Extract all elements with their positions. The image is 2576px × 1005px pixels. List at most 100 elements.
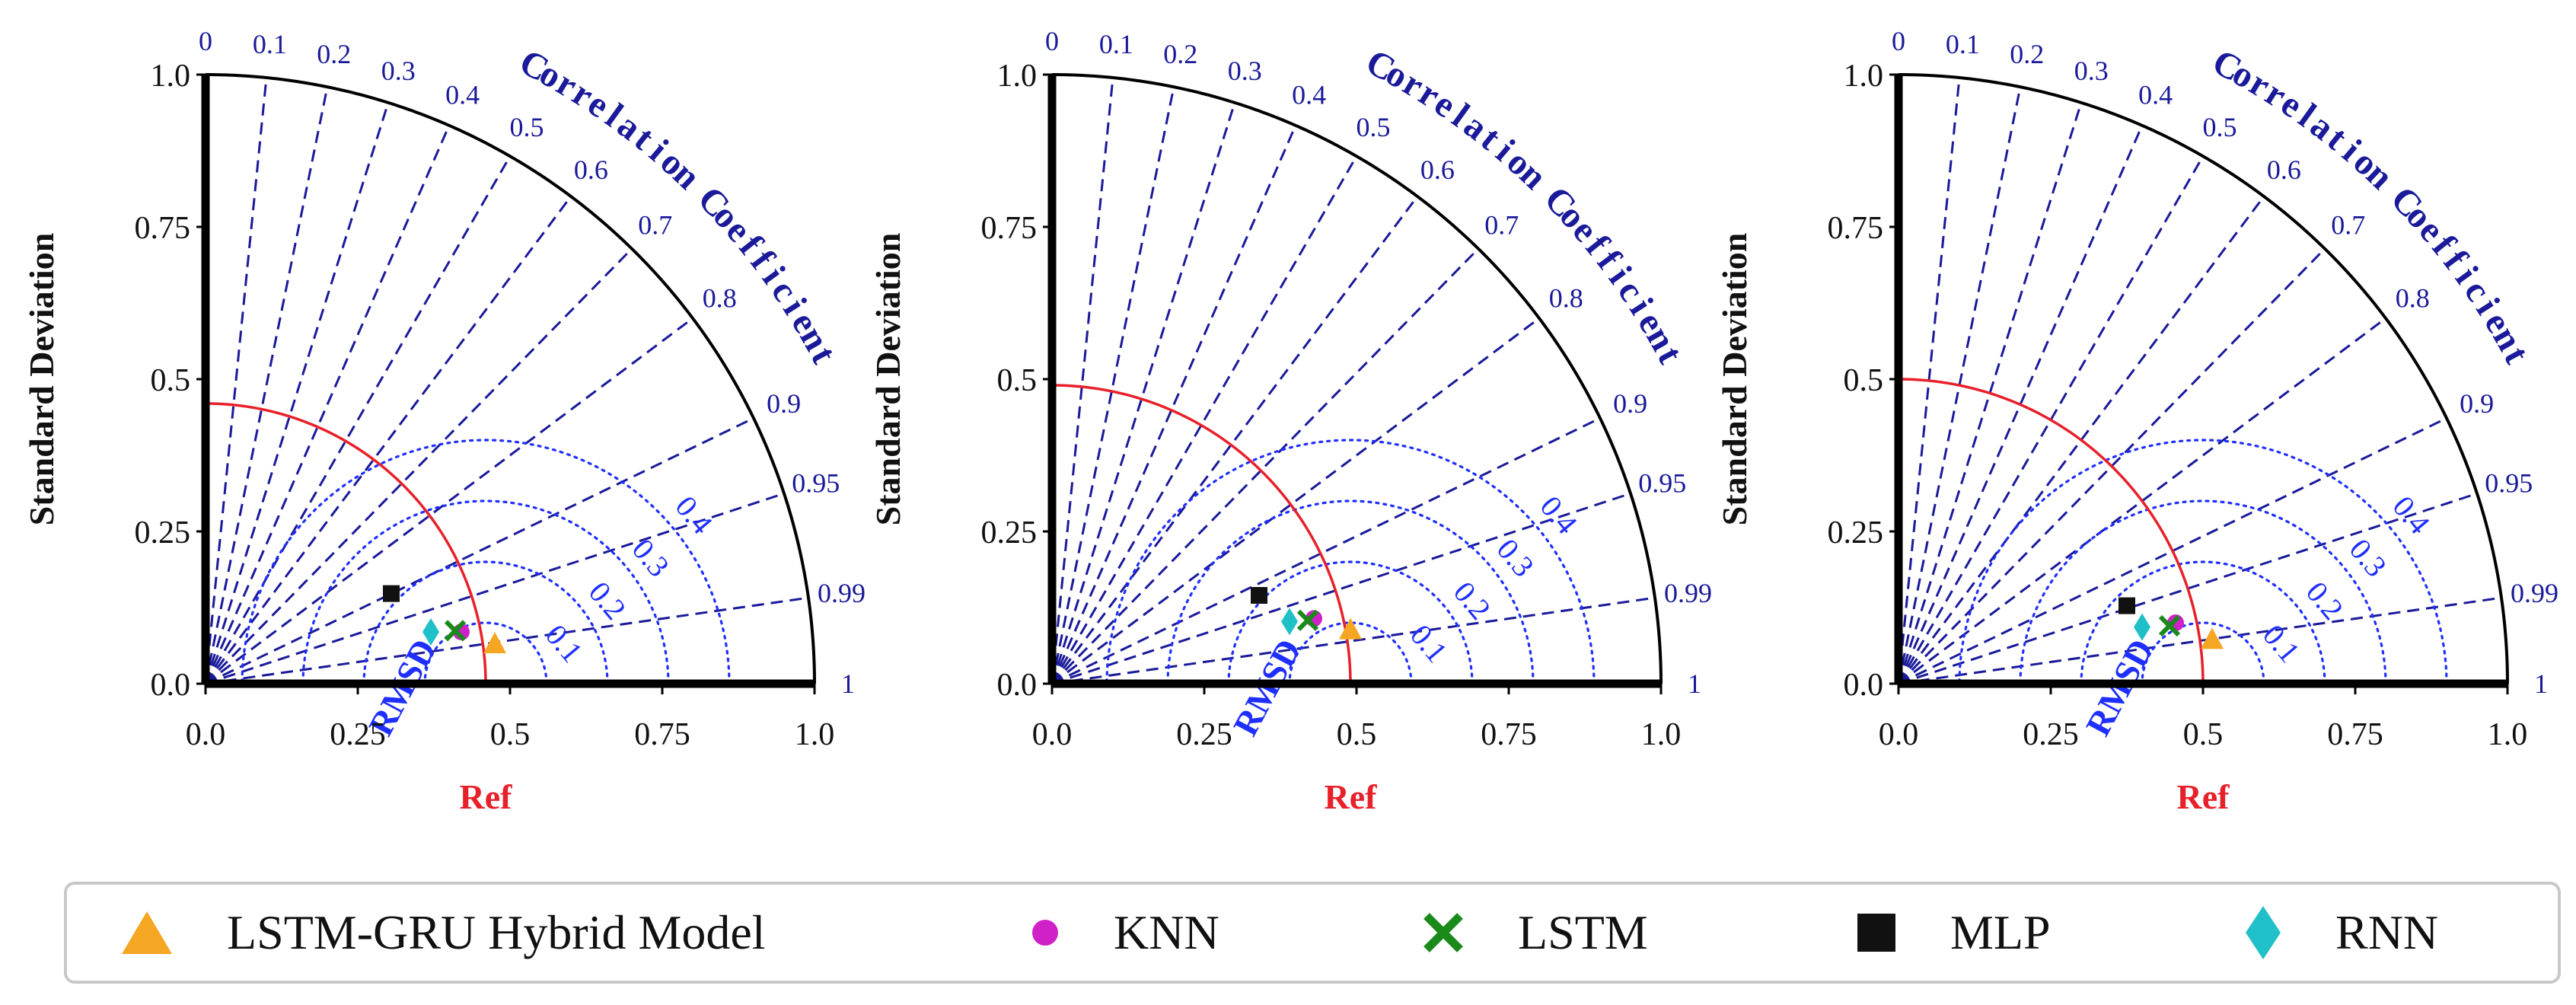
correlation-line [205, 492, 785, 685]
x-tick-label: 0.25 [2023, 717, 2079, 752]
correlation-line [204, 86, 329, 684]
correlation-tick-label: 1 [1688, 668, 1701, 699]
x-tick-label: 0.0 [186, 717, 226, 752]
x-axis-label: Ref [1325, 777, 1378, 816]
rmsd-arc [1227, 560, 1474, 685]
rmsd-arc [2141, 621, 2265, 685]
correlation-tick-label: 0.1 [1099, 29, 1133, 59]
correlation-tick-label: 0.1 [253, 29, 287, 59]
correlation-tick-label: 1 [841, 668, 855, 699]
correlation-line [204, 196, 572, 684]
y-axis-label: Standard Deviation [1715, 233, 1754, 526]
correlation-line [1050, 247, 1480, 685]
correlation-tick-label: 0.5 [1357, 112, 1391, 142]
correlation-tick-label: 1 [2534, 668, 2548, 699]
y-tick-label: 0.5 [1844, 363, 1884, 398]
correlation-tick-label: 0.95 [792, 467, 840, 498]
x-tick-label: 0.0 [1032, 717, 1073, 752]
correlation-line [1050, 125, 1297, 684]
correlation-tick-label: 0.2 [2010, 39, 2044, 69]
correlation-line [1051, 416, 1601, 685]
triangle-marker-icon [122, 911, 172, 954]
correlation-tick-label: 0.7 [1484, 209, 1519, 240]
x-tick-label: 1.0 [2488, 717, 2528, 752]
rmsd-arc [2080, 560, 2326, 685]
correlation-tick-label: 0.4 [445, 79, 480, 110]
taylor-panel-2: 0.10.20.30.4RMSD0.00.00.250.250.50.50.75… [869, 26, 1712, 816]
legend-item-rnn: RNN [2244, 885, 2438, 981]
diamond-marker-icon [2246, 906, 2281, 959]
point-lstm [444, 620, 467, 642]
x-tick-label: 1.0 [795, 717, 835, 752]
x-tick-label: 0.75 [1481, 717, 1537, 752]
y-tick-label: 1.0 [151, 59, 191, 94]
y-axis-label: Standard Deviation [869, 233, 907, 526]
rmsd-arc [241, 439, 731, 685]
correlation-tick-label: 0.8 [1549, 283, 1583, 314]
y-tick-label: 0.5 [151, 363, 191, 398]
point-lstm-gru-hybrid-model [2201, 627, 2224, 649]
y-tick-label: 1.0 [997, 59, 1038, 94]
rmsd-arc [1105, 439, 1596, 685]
correlation-line [1050, 102, 1236, 684]
outer-arc [205, 73, 816, 684]
correlation-tick-label: 0.2 [1163, 39, 1197, 69]
correlation-tick-label: 0.4 [2138, 79, 2173, 110]
point-lstm-gru-hybrid-model [1339, 617, 1362, 640]
legend-item-knn: KNN [1030, 885, 1219, 981]
legend-label: MLP [1950, 905, 2051, 959]
y-axis-label: Standard Deviation [22, 233, 61, 526]
y-tick-label: 1.0 [1844, 59, 1884, 94]
rmsd-tick-label: 0.1 [1404, 617, 1455, 668]
correlation-line [1051, 317, 1540, 685]
y-tick-label: 0.75 [135, 211, 191, 246]
rmsd-arc [362, 560, 609, 685]
correlation-line [1050, 77, 1114, 684]
legend-label: LSTM [1518, 905, 1648, 959]
correlation-tick-label: 0.6 [2267, 155, 2301, 185]
outer-arc [1898, 73, 2509, 684]
x-tick-label: 0.5 [2183, 717, 2224, 752]
square-marker-icon [1857, 914, 1895, 952]
point-rnn [422, 618, 439, 646]
y-tick-label: 0.25 [1828, 515, 1884, 550]
y-tick-label: 0.25 [981, 515, 1038, 550]
point-rnn [2134, 613, 2150, 641]
correlation-tick-label: 0.99 [2511, 578, 2558, 608]
outer-arc [1051, 73, 1663, 684]
correlation-line [1051, 596, 1656, 685]
correlation-tick-label: 0.5 [2203, 112, 2237, 142]
correlation-tick-label: 0.7 [2331, 209, 2365, 240]
correlation-line [1050, 86, 1175, 684]
correlation-line [1051, 492, 1631, 685]
correlation-tick-label: 0.8 [2396, 283, 2430, 314]
correlation-tick-label: 0.8 [703, 283, 737, 314]
point-rnn [1281, 608, 1298, 636]
correlation-tick-label: 0.7 [638, 209, 672, 240]
point-mlp [383, 585, 400, 602]
correlation-tick-label: 0.2 [317, 39, 351, 69]
taylor-panel-3: 0.10.20.30.4RMSD0.00.00.250.250.50.50.75… [1715, 26, 2558, 816]
x-tick-label: 0.75 [634, 717, 690, 752]
correlation-tick-label: 0 [1892, 26, 1905, 56]
legend-item-lstm: LSTM [1422, 885, 1648, 981]
reference-std-arc [1898, 378, 2205, 684]
y-tick-label: 0.75 [1828, 211, 1884, 246]
correlation-line [204, 125, 451, 684]
correlation-line [1897, 77, 1961, 684]
rmsd-arc [1288, 621, 1413, 685]
reference-std-arc [1051, 384, 1352, 684]
y-tick-label: 0.25 [135, 515, 191, 550]
x-tick-label: 0.5 [490, 717, 531, 752]
correlation-tick-label: 0.4 [1292, 79, 1326, 110]
rmsd-tick-label: 0.1 [539, 617, 590, 668]
correlation-tick-label: 0.6 [574, 155, 608, 185]
correlation-tick-label: 0.3 [381, 56, 416, 86]
point-lstm [1296, 609, 1319, 631]
point-lstm-gru-hybrid-model [483, 632, 506, 653]
correlation-line [1050, 196, 1419, 684]
correlation-tick-label: 0.95 [1638, 467, 1686, 498]
correlation-line [204, 77, 268, 684]
correlation-line [205, 596, 809, 685]
correlation-tick-label: 0.3 [1228, 56, 1262, 86]
